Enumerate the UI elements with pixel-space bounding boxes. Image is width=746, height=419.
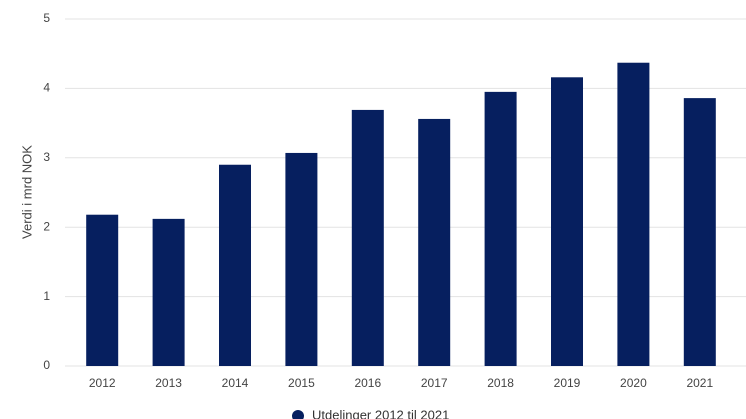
y-tick-label: 5 xyxy=(43,11,50,25)
x-tick-label: 2020 xyxy=(620,376,647,390)
x-tick-label: 2018 xyxy=(487,376,514,390)
x-tick-label: 2017 xyxy=(421,376,448,390)
y-tick-label: 1 xyxy=(43,289,50,303)
bar xyxy=(219,164,251,366)
x-tick-label: 2012 xyxy=(89,376,116,390)
legend-marker xyxy=(292,410,304,419)
x-tick-label: 2021 xyxy=(686,376,713,390)
x-tick-label: 2015 xyxy=(288,376,315,390)
x-tick-label: 2016 xyxy=(354,376,381,390)
bar xyxy=(152,218,185,366)
y-tick-label: 3 xyxy=(43,150,50,164)
bar xyxy=(351,109,384,366)
y-axis-label: Verdi i mrd NOK xyxy=(19,145,34,239)
bar xyxy=(86,214,119,366)
bar xyxy=(285,152,318,366)
bar xyxy=(551,77,583,367)
x-tick-label: 2019 xyxy=(554,376,581,390)
bar xyxy=(418,118,451,366)
bar xyxy=(484,91,517,367)
x-tick-label: 2014 xyxy=(222,376,249,390)
x-tick-label: 2013 xyxy=(155,376,182,390)
legend-label: Utdelinger 2012 til 2021 xyxy=(312,407,449,419)
y-tick-label: 4 xyxy=(43,81,50,95)
bar xyxy=(617,62,650,367)
bar xyxy=(683,98,716,366)
y-tick-label: 2 xyxy=(43,219,50,233)
y-tick-label: 0 xyxy=(43,358,50,372)
